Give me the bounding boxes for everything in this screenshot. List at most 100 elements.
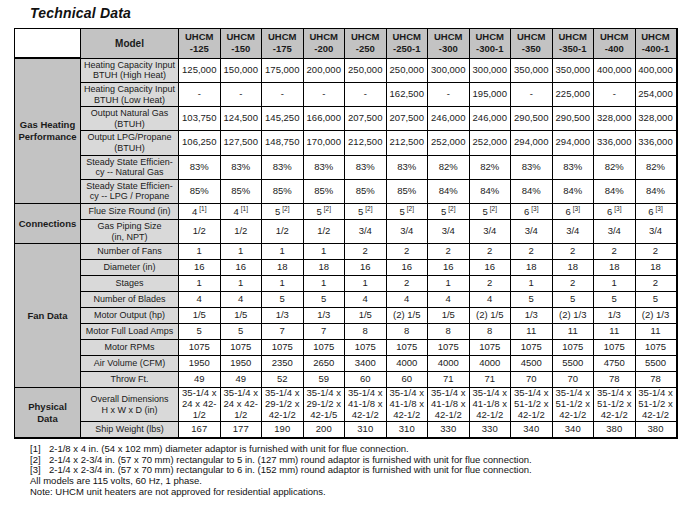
table-row: Motor RPMs107510751075107510751075107510… xyxy=(15,340,677,356)
table-row: PhysicalDataOverall DimensionsH x W x D … xyxy=(15,388,677,422)
model-header: UHCM-250-1 xyxy=(386,29,428,59)
data-cell: 8 xyxy=(428,324,470,340)
data-cell: 2 xyxy=(635,276,677,292)
data-cell: 2 xyxy=(469,244,511,260)
table-row: Output LPG/Propane(BTUH)106,250127,50014… xyxy=(15,131,677,155)
data-cell: 330 xyxy=(428,421,470,438)
data-cell: 35-1/4 x24 x 42-1/2 xyxy=(220,388,262,422)
technical-data-page: Technical Data Model UHCM-125UHCM-150UHC… xyxy=(0,0,683,527)
model-header: UHCM-300-1 xyxy=(469,29,511,59)
footnote-ref: [2] xyxy=(490,205,497,212)
data-cell: 1075 xyxy=(386,340,428,356)
data-cell: - xyxy=(179,82,221,106)
data-cell: 1/3 xyxy=(594,308,636,324)
data-cell: 5 xyxy=(220,324,262,340)
data-cell: 1 xyxy=(594,276,636,292)
data-cell: 2 xyxy=(594,244,636,260)
data-cell: - xyxy=(511,82,553,106)
data-cell: 400,000 xyxy=(635,58,677,82)
data-cell: 1075 xyxy=(552,340,594,356)
header-row: Model UHCM-125UHCM-150UHCM-175UHCM-200UH… xyxy=(15,29,677,59)
data-cell: 18 xyxy=(262,260,304,276)
data-cell: 250,000 xyxy=(386,58,428,82)
data-cell: 1075 xyxy=(179,340,221,356)
data-cell: 5 xyxy=(594,292,636,308)
data-cell: 350,000 xyxy=(552,58,594,82)
data-cell: 166,000 xyxy=(303,107,345,131)
data-cell: 177 xyxy=(220,421,262,438)
data-cell: 8 xyxy=(345,324,387,340)
data-cell: 85% xyxy=(386,179,428,203)
row-label: Motor RPMs xyxy=(81,340,179,356)
data-cell: 85% xyxy=(262,179,304,203)
data-cell: 190 xyxy=(262,421,304,438)
data-cell: 4500 xyxy=(511,356,553,372)
data-cell: 60 xyxy=(386,372,428,388)
data-cell: 84% xyxy=(594,179,636,203)
data-cell: 35-1/4 x41-1/8 x42-1/2 xyxy=(345,388,387,422)
table-header: Model UHCM-125UHCM-150UHCM-175UHCM-200UH… xyxy=(15,29,677,59)
data-cell: 8 xyxy=(386,324,428,340)
row-label: Heating Capacity InputBTUH (High Heat) xyxy=(81,58,179,82)
row-label: Diameter (in) xyxy=(81,260,179,276)
data-cell: 18 xyxy=(552,260,594,276)
data-cell: 1075 xyxy=(594,340,636,356)
data-cell: 175,000 xyxy=(262,58,304,82)
data-cell: 300,000 xyxy=(469,58,511,82)
data-cell: 4 xyxy=(179,292,221,308)
data-cell: 85% xyxy=(345,179,387,203)
data-cell: - xyxy=(262,82,304,106)
data-cell: 1/3 xyxy=(262,308,304,324)
data-cell: 150,000 xyxy=(220,58,262,82)
data-cell: 145,250 xyxy=(262,107,304,131)
footnote-ref: [2] xyxy=(448,205,455,212)
data-cell: 294,000 xyxy=(552,131,594,155)
data-cell: 18 xyxy=(594,260,636,276)
data-cell: 3/4 xyxy=(428,220,470,244)
data-cell: 84% xyxy=(552,179,594,203)
row-label: Stages xyxy=(81,276,179,292)
data-cell: 4 xyxy=(345,292,387,308)
data-cell: 300,000 xyxy=(428,58,470,82)
footnotes: [1]2-1/8 x 4 in. (54 x 102 mm) diameter … xyxy=(30,444,667,498)
data-cell: 82% xyxy=(469,155,511,179)
data-cell: 16 xyxy=(179,260,221,276)
data-cell: 83% xyxy=(511,155,553,179)
data-cell: 7 xyxy=(262,324,304,340)
footnote-ref: [2] xyxy=(365,205,372,212)
data-cell: 225,000 xyxy=(552,82,594,106)
table-row: Number of Blades445544445555 xyxy=(15,292,677,308)
data-cell: 1 xyxy=(262,244,304,260)
data-cell: 5500 xyxy=(635,356,677,372)
data-cell: 35-1/4 x41-1/8 x42-1/2 xyxy=(469,388,511,422)
data-cell: 1/5 xyxy=(428,308,470,324)
row-label: Steady State Efficien-cy -- Natural Gas xyxy=(81,155,179,179)
table-row: Steady State Efficien-cy -- Natural Gas 8… xyxy=(15,155,677,179)
data-cell: 83% xyxy=(303,155,345,179)
data-cell: 336,000 xyxy=(635,131,677,155)
data-cell: 4750 xyxy=(594,356,636,372)
data-cell: 1075 xyxy=(303,340,345,356)
data-cell: 70 xyxy=(552,372,594,388)
footnote-ref: [3] xyxy=(614,205,621,212)
data-cell: 1 xyxy=(303,276,345,292)
row-label: Throw Ft. xyxy=(81,372,179,388)
data-cell: 1/3 xyxy=(511,308,553,324)
data-cell: 207,500 xyxy=(345,107,387,131)
table-row: Heating Capacity InputBTUH (Low Heat)---… xyxy=(15,82,677,106)
data-cell: 290,500 xyxy=(552,107,594,131)
table-row: Air Volume (CFM)195019502350265034004000… xyxy=(15,356,677,372)
table-row: Motor Output (hp)1/51/51/31/31/5(2) 1/51… xyxy=(15,308,677,324)
data-cell: 2 xyxy=(552,276,594,292)
footnote-ref: [2] xyxy=(407,205,414,212)
data-cell: 4 xyxy=(428,292,470,308)
data-cell: 5[2] xyxy=(386,204,428,220)
data-cell: 254,000 xyxy=(635,82,677,106)
data-cell: 83% xyxy=(386,155,428,179)
table-row: Stages111112121212 xyxy=(15,276,677,292)
data-cell: 162,500 xyxy=(386,82,428,106)
data-cell: 78 xyxy=(594,372,636,388)
data-cell: 35-1/4 x51-1/2 x42-1/2 xyxy=(552,388,594,422)
data-cell: 5[2] xyxy=(262,204,304,220)
data-cell: 1 xyxy=(179,276,221,292)
